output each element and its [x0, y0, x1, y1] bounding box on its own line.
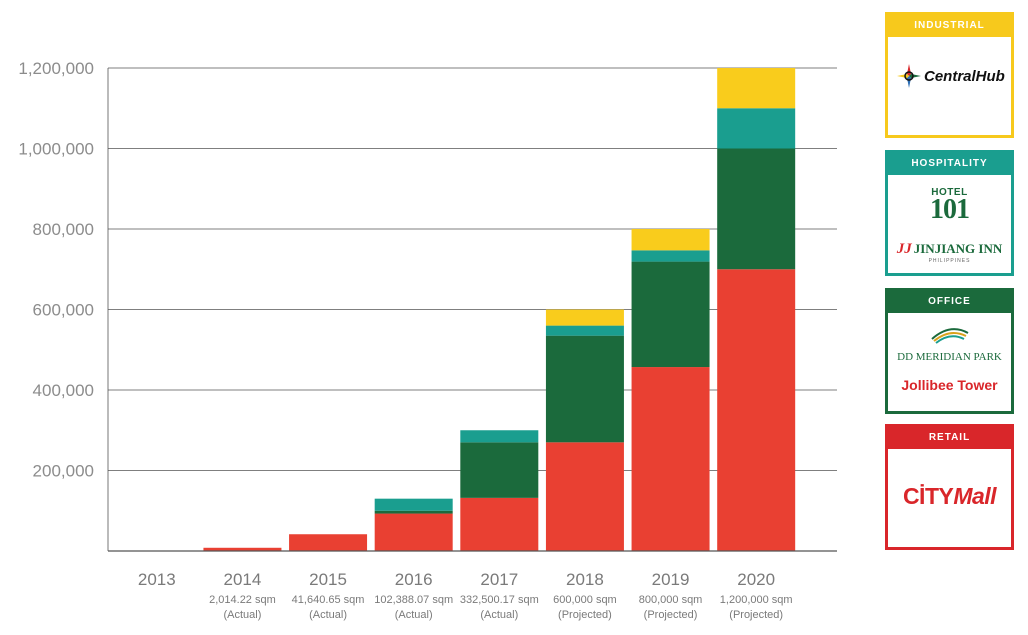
x-tick-label: 2016 [395, 570, 433, 589]
x-sublabel-area: 41,640.65 sqm [292, 594, 365, 606]
legend-retail: RETAIL CİTYMall [885, 424, 1014, 550]
x-sublabel-status: (Actual) [480, 609, 518, 621]
y-tick-labels: 200,000 400,000 600,000 800,000 1,000,000 1,2… [18, 59, 94, 481]
bar-industrial-2019 [631, 229, 710, 251]
x-sublabel-status: (Actual) [395, 609, 433, 621]
x-tick-label: 2014 [224, 570, 262, 589]
bars [203, 68, 796, 551]
x-sublabel-area: 800,000 sqm [639, 594, 703, 606]
bar-retail-2015 [289, 534, 368, 551]
citymall-logo-city: CİTY [902, 483, 954, 509]
jollibee-tower-logo-text: Jollibee Tower [901, 377, 998, 393]
stacked-bar-chart: 200,000 400,000 600,000 800,000 1,000,000 1,2… [18, 59, 837, 621]
x-sublabel-status: (Actual) [309, 609, 347, 621]
bar-hospitality-2019 [631, 250, 710, 262]
legend-office: OFFICE DD MERIDIAN PARK Jollibee Tower [885, 288, 1014, 414]
x-sublabel-status: (Projected) [558, 609, 612, 621]
x-tick-labels: 2013 2014 2,014.22 sqm (Actual) 2015 41,640.6… [138, 570, 793, 621]
citymall-logo: CİTYMall [888, 483, 1011, 510]
jinjiang-inn-logo-text: JINJIANG INN [913, 241, 1003, 256]
x-sublabel-status: (Projected) [644, 609, 698, 621]
legend-hospitality: HOSPITALITY HOTEL 101 JJ JINJIANG INN PHI… [885, 150, 1014, 276]
bar-retail-2018 [545, 442, 624, 551]
hotel101-logo-word: HOTEL [931, 187, 968, 198]
bar-hospitality-2020 [717, 108, 796, 149]
x-sublabel-area: 600,000 sqm [553, 594, 617, 606]
x-tick-label: 2013 [138, 570, 176, 589]
centralhub-logo-text: CentralHub [924, 67, 1005, 85]
bar-industrial-2020 [717, 68, 796, 109]
x-sublabel-area: 2,014.22 sqm [209, 594, 276, 606]
legend-office-header: OFFICE [888, 291, 1011, 313]
hotel101-logo: HOTEL 101 [888, 187, 1011, 225]
bar-office-2016 [374, 510, 453, 514]
jinjiang-jj-mark: JJ [896, 241, 912, 257]
centralhub-logo: CentralHub [896, 63, 1005, 89]
bar-retail-2017 [460, 497, 539, 551]
bar-hospitality-2018 [545, 325, 624, 336]
x-sublabel-area: 332,500.17 sqm [460, 594, 539, 606]
compass-star-icon [897, 64, 921, 88]
y-tick-label: 200,000 [33, 462, 94, 481]
bar-office-2019 [631, 261, 710, 368]
x-tick-label: 2020 [737, 570, 775, 589]
y-tick-label: 600,000 [33, 301, 94, 320]
bar-retail-2019 [631, 367, 710, 551]
bar-office-2020 [717, 148, 796, 270]
y-tick-label: 800,000 [33, 220, 94, 239]
x-tick-label: 2019 [652, 570, 690, 589]
y-tick-label: 400,000 [33, 381, 94, 400]
jinjiang-country-text: PHILIPPINES [928, 258, 971, 264]
citymall-logo-mall: Mall [953, 483, 997, 509]
gridlines [108, 67, 837, 471]
jinjiang-inn-logo: JJ JINJIANG INN PHILIPPINES [888, 241, 1011, 264]
legend-retail-header: RETAIL [888, 427, 1011, 449]
x-tick-label: 2018 [566, 570, 604, 589]
bar-office-2017 [460, 442, 539, 498]
dd-meridian-park-logo: DD MERIDIAN PARK [888, 323, 1011, 363]
legend-hospitality-header: HOSPITALITY [888, 153, 1011, 175]
bar-hospitality-2016 [374, 498, 453, 511]
bar-industrial-2018 [545, 309, 624, 326]
bar-office-2018 [545, 335, 624, 443]
y-tick-label: 1,000,000 [18, 140, 94, 159]
bar-retail-2020 [717, 269, 796, 551]
x-tick-label: 2015 [309, 570, 347, 589]
dd-meridian-park-logo-text: DD MERIDIAN PARK [897, 351, 1002, 363]
bar-hospitality-2017 [460, 430, 539, 443]
meridian-swirl-icon [930, 328, 968, 344]
axes [107, 68, 837, 552]
x-sublabel-status: (Projected) [729, 609, 783, 621]
x-sublabel-status: (Actual) [223, 609, 261, 621]
bar-retail-2016 [374, 513, 453, 551]
x-sublabel-area: 1,200,000 sqm [720, 594, 793, 606]
hotel101-logo-number: 101 [930, 194, 970, 225]
x-sublabel-area: 102,388.07 sqm [374, 594, 453, 606]
x-tick-label: 2017 [480, 570, 518, 589]
bar-retail-2014 [203, 547, 282, 551]
y-tick-label: 1,200,000 [18, 59, 94, 78]
legend-industrial: INDUSTRIAL CentralHub [885, 12, 1014, 138]
legend-industrial-header: INDUSTRIAL [888, 15, 1011, 37]
